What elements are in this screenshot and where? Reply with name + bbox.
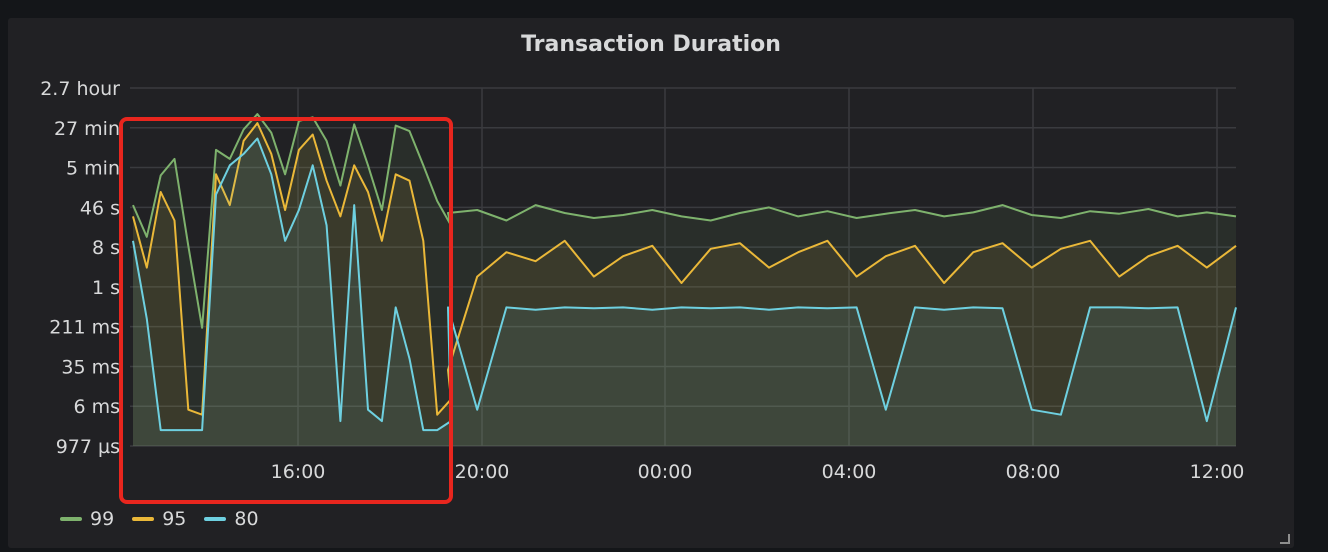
x-tick-label: 20:00 xyxy=(455,461,510,483)
legend-label: 95 xyxy=(162,508,187,530)
legend: 99 95 80 xyxy=(60,508,259,530)
legend-swatch xyxy=(204,517,227,521)
legend-label: 99 xyxy=(90,508,115,530)
y-tick-label: 5 min xyxy=(66,158,120,180)
x-tick-label: 08:00 xyxy=(1006,461,1061,483)
y-tick-label: 8 s xyxy=(92,237,120,259)
y-tick-label: 1 s xyxy=(92,277,120,299)
legend-swatch xyxy=(132,517,155,521)
series-area-80 xyxy=(133,138,1236,446)
panel-title: Transaction Duration xyxy=(521,32,781,57)
y-tick-label: 27 min xyxy=(54,118,120,140)
x-tick-label: 16:00 xyxy=(271,461,326,483)
resize-handle[interactable] xyxy=(1280,534,1290,544)
y-tick-label: 6 ms xyxy=(73,396,120,418)
y-tick-label: 977 µs xyxy=(56,436,120,458)
series-line-80 xyxy=(132,137,1237,432)
series-line-95 xyxy=(132,122,1237,416)
highlight-annotation-box xyxy=(119,117,453,504)
legend-item-95[interactable]: 95 xyxy=(132,508,186,530)
x-tick-label: 00:00 xyxy=(638,461,693,483)
y-tick-label: 46 s xyxy=(80,197,120,219)
y-tick-label: 211 ms xyxy=(49,317,120,339)
x-tick-label: 12:00 xyxy=(1190,461,1245,483)
legend-item-80[interactable]: 80 xyxy=(204,508,259,530)
x-tick-label: 04:00 xyxy=(822,461,877,483)
series-area-95 xyxy=(133,123,1236,446)
legend-swatch xyxy=(60,517,82,521)
transaction-duration-chart[interactable]: 2.7 hour 27 min 5 min 46 s 8 s 1 s 211 ms 35 ms… xyxy=(8,18,1294,548)
y-tick-label: 35 ms xyxy=(61,356,120,378)
y-tick-label: 2.7 hour xyxy=(40,78,120,100)
series-line-99 xyxy=(132,113,1237,329)
legend-item-99[interactable]: 99 xyxy=(60,508,114,530)
legend-label: 80 xyxy=(234,508,259,530)
graph-panel: Transaction Duration 2.7 hour 27 min 5 min… xyxy=(8,18,1294,548)
